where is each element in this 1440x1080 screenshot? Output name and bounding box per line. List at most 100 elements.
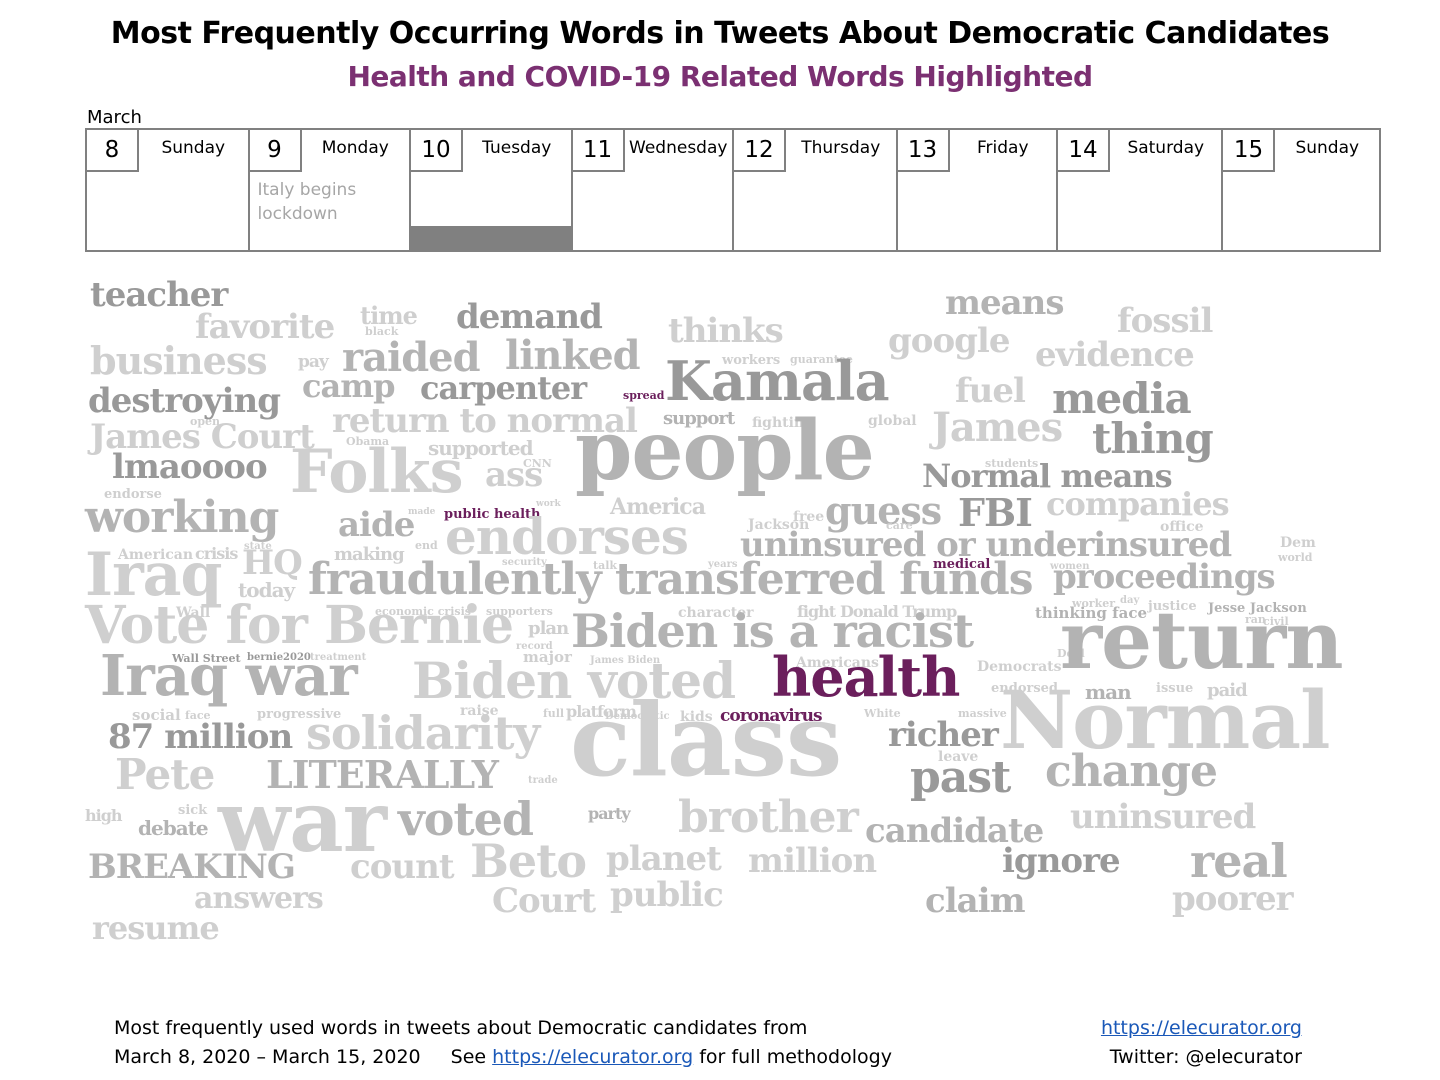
word-cloud-word: Americans (796, 655, 879, 671)
word-cloud-word: voted (398, 792, 534, 846)
word-cloud-word: people (575, 403, 875, 499)
word-cloud-word: return to normal (332, 401, 638, 441)
footer-contact: https://elecurator.org Twitter: @elecura… (1101, 1014, 1302, 1072)
word-cloud-word: thinks (668, 311, 784, 351)
word-cloud-word: Iraq war (100, 643, 358, 709)
word-cloud-highlighted-word: public health (444, 507, 541, 522)
word-cloud-word: endorse (104, 487, 162, 502)
day-number: 14 (1058, 130, 1110, 172)
word-cloud-word: demand (456, 297, 603, 337)
word-cloud-word: party (588, 804, 631, 823)
word-cloud-word: James Court (90, 417, 315, 457)
word-cloud-word: face (185, 709, 211, 722)
word-cloud-word: raided (342, 334, 481, 381)
website-link[interactable]: https://elecurator.org (1100, 1017, 1302, 1039)
word-cloud-word: American (118, 547, 194, 563)
word-cloud-word: social (132, 706, 181, 724)
word-cloud-word: Vote for Bernie (85, 595, 514, 656)
word-cloud-word: debate (138, 816, 209, 840)
word-cloud-word: endorses (445, 507, 689, 566)
word-cloud-word: today (238, 578, 295, 602)
word-cloud-word: guarantee (790, 353, 853, 366)
word-cloud: teacher favorite time black demand thinks mean… (80, 270, 1380, 960)
word-cloud-word: Biden is a racist (571, 604, 974, 658)
word-cloud-word: guess (825, 488, 942, 533)
word-cloud-word: worker (1072, 597, 1116, 610)
word-cloud-word: Jackson (748, 517, 810, 533)
word-cloud-word: real (1190, 834, 1288, 888)
word-cloud-word: work (536, 499, 561, 509)
word-cloud-word: open (190, 415, 221, 428)
word-cloud-word: destroying (88, 381, 281, 421)
word-cloud-word: making (334, 544, 405, 565)
word-cloud-word: endorsed (991, 681, 1059, 696)
word-cloud-word: linked (505, 332, 641, 379)
page-subtitle: Health and COVID-19 Related Words Highli… (347, 60, 1093, 93)
word-cloud-word: ran (1245, 613, 1266, 626)
word-cloud-word: Normal (1000, 673, 1331, 767)
day-number: 8 (87, 130, 139, 172)
word-cloud-word: man (1085, 680, 1132, 704)
word-cloud-word: thing (1092, 414, 1214, 463)
day-name: Monday (321, 138, 389, 158)
word-cloud-word: end (415, 539, 438, 552)
word-cloud-word: Wall (176, 605, 211, 621)
word-cloud-word: made (408, 507, 436, 517)
word-cloud-word: security (502, 557, 547, 568)
word-cloud-word: Deal (1057, 647, 1085, 660)
word-cloud-word: bernie2020 (247, 652, 311, 663)
methodology-link[interactable]: https://elecurator.org (492, 1046, 694, 1068)
twitter-handle: Twitter: @elecurator (1109, 1046, 1302, 1068)
word-cloud-word: planet (606, 839, 722, 879)
word-cloud-word: White (864, 707, 901, 720)
day-number: 12 (734, 130, 786, 172)
word-cloud-word: public (610, 875, 724, 915)
word-cloud-word: teacher (90, 275, 228, 315)
word-cloud-word: sick (178, 803, 208, 818)
word-cloud-word: major (523, 648, 572, 666)
word-cloud-word: fossil (1117, 301, 1213, 341)
word-cloud-word: past (910, 752, 1011, 803)
word-cloud-word: massive (958, 707, 1007, 720)
word-cloud-word: change (1045, 746, 1218, 797)
footer-line-2: March 8, 2020 – March 15, 2020 See https:… (114, 1043, 892, 1072)
word-cloud-word: black (365, 325, 399, 338)
word-cloud-word: fraudulently transferred funds (308, 554, 1034, 605)
word-cloud-word: James (932, 404, 1063, 451)
word-cloud-highlighted-word: coronavirus (720, 706, 823, 726)
calendar-day-11: 11 Wednesday (572, 130, 734, 250)
word-cloud-word: thinking face (1035, 604, 1147, 622)
page-title: Most Frequently Occurring Words in Tweet… (110, 16, 1330, 51)
word-cloud-word: raise (460, 703, 499, 719)
word-cloud-word: claim (925, 881, 1026, 921)
calendar-day-15: 15 Sunday (1223, 130, 1379, 250)
word-cloud-word: plan (528, 618, 569, 639)
word-cloud-word: students (985, 457, 1039, 470)
word-cloud-word: state (244, 541, 272, 552)
word-cloud-word: workers (722, 353, 781, 368)
word-cloud-word: supporters (486, 605, 553, 618)
calendar-day-12: 12 Thursday (734, 130, 898, 250)
word-cloud-word: record (516, 641, 553, 652)
word-cloud-word: kids (680, 709, 713, 725)
word-cloud-word: Donald Trump (840, 602, 957, 621)
footer-dates: March 8, 2020 – March 15, 2020 (114, 1046, 421, 1068)
word-cloud-word: issue (1156, 681, 1194, 696)
word-cloud-word: leave (938, 749, 979, 765)
word-cloud-word: aide (338, 505, 415, 545)
word-cloud-word: high (85, 806, 123, 825)
word-cloud-word: Court (492, 881, 596, 921)
word-cloud-word: Democrats (977, 659, 1062, 675)
day-name: Tuesday (482, 138, 552, 158)
word-cloud-word: solidarity (306, 706, 540, 760)
word-cloud-word: google (888, 321, 1010, 361)
word-cloud-word: office (1160, 519, 1204, 535)
word-cloud-word: day (1120, 595, 1140, 606)
day-event-note: Italy begins lockdown (257, 180, 357, 224)
calendar-day-13: 13 Friday (897, 130, 1058, 250)
word-cloud-word: Wall Street (172, 652, 241, 665)
month-label: March (87, 107, 142, 128)
word-cloud-word: lmaoooo (112, 447, 268, 487)
word-cloud-word: BREAKING (88, 847, 296, 887)
word-cloud-word: working (85, 492, 279, 543)
